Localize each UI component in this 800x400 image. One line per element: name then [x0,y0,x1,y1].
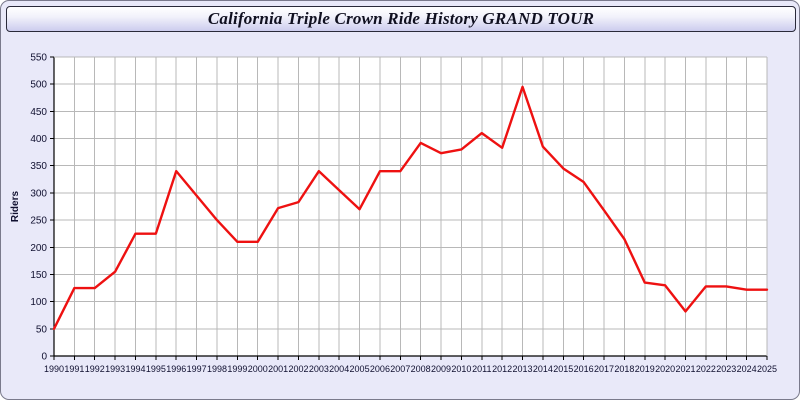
x-tick-label: 2002 [288,364,308,374]
x-tick-label: 2022 [696,364,716,374]
x-tick-label: 1998 [207,364,227,374]
x-tick-label: 2011 [472,364,491,374]
x-tick-label: 2010 [451,364,471,374]
x-tick-label: 2013 [513,364,533,374]
x-tick-label: 1995 [146,364,166,374]
x-tick-label: 2023 [716,364,736,374]
y-tick-label: 300 [30,188,47,199]
y-tick-label: 0 [41,352,47,363]
x-tick-label: 2017 [594,364,614,374]
x-tick-label: 1993 [105,364,125,374]
x-tick-label: 2021 [675,364,695,374]
x-tick-label: 2008 [411,364,431,374]
x-tick-label: 2006 [370,364,390,374]
x-tick-label: 1999 [227,364,247,374]
x-tick-label: 1991 [64,364,84,374]
y-tick-label: 350 [30,161,47,172]
y-tick-label: 50 [36,324,48,335]
y-axis-ticks: 0 50 100 150 200 250 300 350 400 450 500 550 [30,53,54,363]
y-tick-label: 500 [30,80,47,91]
chart-title-bar: California Triple Crown Ride History GRA… [6,6,796,32]
x-tick-label: 1992 [85,364,105,374]
x-tick-label: 1994 [125,364,145,374]
plot-area: 0 50 100 150 200 250 300 350 400 450 500 550 1990 19… [1,35,799,399]
x-tick-label: 2015 [553,364,573,374]
x-tick-label: 1997 [187,364,207,374]
x-tick-label: 2001 [268,364,288,374]
x-tick-label: 2007 [390,364,410,374]
x-tick-label: 2018 [614,364,634,374]
plot-background [54,57,767,356]
x-tick-label: 1990 [44,364,64,374]
x-tick-label: 1996 [166,364,186,374]
x-tick-label: 2004 [329,364,349,374]
y-tick-label: 400 [30,134,47,145]
y-tick-label: 250 [30,216,47,227]
axis-lines [53,56,768,357]
x-tick-label: 2009 [431,364,451,374]
x-tick-label: 2024 [737,364,757,374]
y-tick-label: 200 [30,243,47,254]
x-axis-ticks: 1990 1991 1992 1993 1994 1995 1996 1997 1998 1999… [44,356,777,374]
x-tick-label: 2014 [533,364,553,374]
x-tick-label: 2000 [248,364,268,374]
y-tick-label: 450 [30,107,47,118]
x-tick-label: 2020 [655,364,675,374]
y-axis-label: Riders [10,191,21,223]
x-tick-label: 2005 [350,364,370,374]
y-tick-label: 150 [30,270,47,281]
x-tick-label: 2016 [574,364,594,374]
x-tick-label: 2025 [757,364,777,374]
x-tick-label: 2019 [635,364,655,374]
x-tick-label: 2003 [309,364,329,374]
riders-line-series [52,85,769,331]
x-tick-label: 2012 [492,364,512,374]
y-tick-label: 100 [30,297,47,308]
page-title: California Triple Crown Ride History GRA… [207,9,595,28]
y-tick-label: 550 [30,53,47,64]
